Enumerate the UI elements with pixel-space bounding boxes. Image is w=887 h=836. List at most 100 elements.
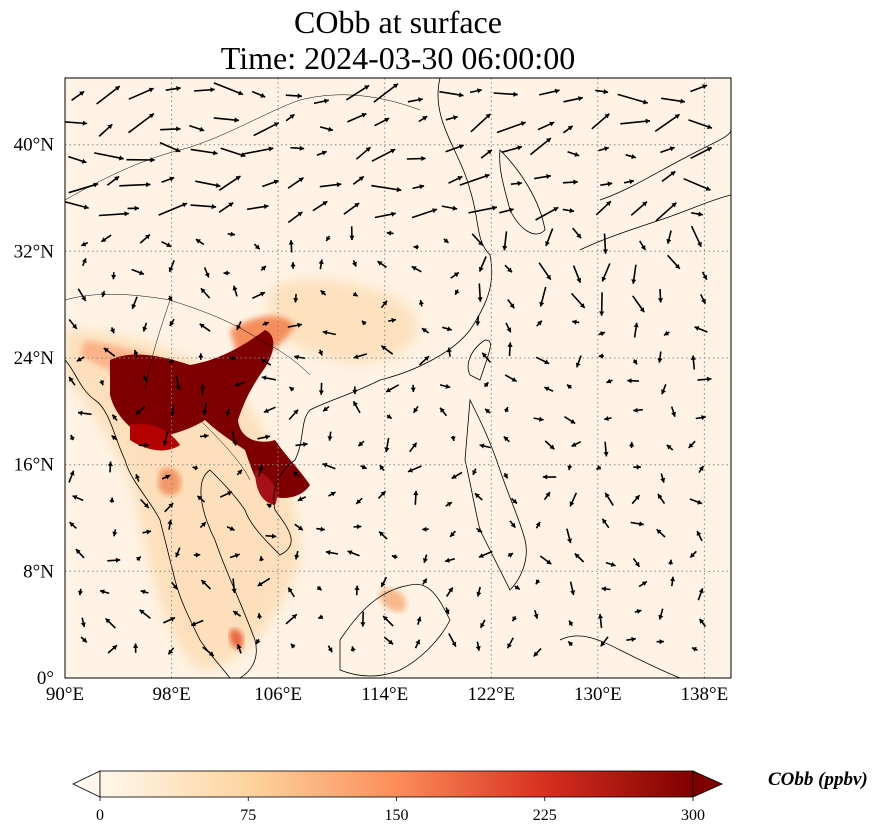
wind-arrow-head: [432, 208, 437, 214]
wind-arrow-head: [444, 609, 450, 615]
wind-arrow-head: [478, 553, 484, 558]
wind-arrow-head: [538, 416, 544, 422]
wind-arrow-head: [72, 323, 77, 329]
wind-arrow-head: [604, 113, 610, 119]
colorbar-tick-label: 300: [681, 807, 705, 824]
wind-arrow-head: [452, 205, 458, 211]
wind-arrow-head: [167, 519, 173, 525]
wind-arrow-head: [273, 122, 279, 127]
wind-arrow-head: [571, 442, 577, 447]
wind-arrow-head: [235, 176, 241, 181]
wind-arrow-head: [69, 377, 74, 382]
colorbar-max-extend: [692, 770, 723, 798]
wind-arrow-head: [670, 576, 676, 582]
wind-arrow-head: [600, 641, 606, 647]
cobb-field: [65, 279, 418, 670]
wind-arrow-head: [383, 616, 388, 621]
wind-arrow-head: [666, 444, 672, 450]
wind-arrow-head: [610, 562, 616, 567]
wind-arrow-head: [657, 358, 663, 363]
wind-arrow-head: [133, 643, 139, 648]
wind-arrow-head: [553, 207, 559, 212]
wind-arrow-head: [476, 591, 482, 597]
wind-arrow-head: [514, 584, 520, 590]
wind-arrow-head: [238, 90, 243, 96]
wind-arrow-shaft: [128, 112, 155, 134]
wind-arrow-head: [600, 331, 605, 337]
wind-arrow-head: [291, 614, 297, 620]
wind-arrow-head: [574, 553, 580, 559]
wind-arrow-head: [260, 92, 266, 98]
wind-arrow-head: [99, 380, 104, 386]
wind-arrow-head: [455, 289, 460, 295]
wind-arrow-head: [257, 613, 263, 618]
wind-arrow-head: [542, 474, 548, 480]
wind-arrow-head: [197, 495, 203, 501]
wind-arrow-head: [381, 345, 387, 351]
lon-tick-label: 98°E: [152, 684, 190, 705]
lon-tick-label: 90°E: [46, 684, 84, 705]
wind-arrow-head: [386, 414, 392, 419]
wind-arrow-head: [422, 558, 428, 563]
wind-arrow-shaft: [468, 206, 498, 214]
wind-arrow-head: [200, 288, 206, 294]
wind-arrow-head: [101, 292, 107, 297]
wind-arrow-head: [475, 646, 481, 651]
wind-arrow-head: [176, 126, 181, 132]
wind-arrow-head: [72, 495, 78, 500]
wind-arrow-head: [234, 117, 239, 123]
wind-arrow-head: [384, 447, 390, 452]
wind-arrow-head: [706, 147, 712, 152]
wind-arrow-head: [201, 580, 207, 585]
wind-arrow-head: [361, 112, 367, 118]
wind-arrow-head: [671, 411, 676, 417]
wind-arrow-shaft: [119, 183, 151, 187]
borneo-coast: [339, 583, 451, 677]
wind-arrow-head: [80, 622, 86, 627]
lat-tick-label: 24°N: [14, 348, 55, 369]
wind-arrow-head: [230, 231, 235, 237]
wind-arrow-head: [195, 552, 201, 558]
wind-arrow-head: [114, 176, 120, 181]
western-coast: [65, 359, 231, 678]
wind-arrow-head: [632, 359, 637, 365]
wind-arrow-head: [377, 261, 383, 266]
wind-arrow-head: [350, 646, 356, 652]
wind-arrow-head: [696, 531, 702, 536]
wind-arrow-head: [271, 533, 277, 539]
wind-arrow-head: [202, 410, 208, 415]
wind-arrow-head: [633, 407, 638, 413]
wind-arrow-head: [601, 586, 607, 592]
wind-arrow-head: [200, 384, 206, 389]
wind-arrow-head: [568, 641, 574, 647]
wind-arrow-head: [641, 581, 647, 586]
wind-arrow-head: [134, 205, 139, 211]
wind-arrow-head: [328, 126, 333, 132]
wind-arrow-shaft: [345, 84, 370, 101]
wind-arrow-shaft: [373, 83, 399, 103]
wind-arrow-head: [639, 307, 645, 313]
wind-arrow-head: [508, 553, 513, 558]
wind-arrow-head: [483, 382, 489, 388]
wind-arrow-shaft: [654, 113, 681, 133]
wind-arrow-head: [168, 503, 174, 508]
wind-arrow-head: [418, 300, 424, 305]
wind-arrow-head: [569, 501, 575, 507]
wind-arrow-shaft: [529, 137, 552, 156]
wind-arrow-head: [702, 84, 708, 90]
wind-arrow-head: [570, 590, 576, 596]
wind-arrow-head: [78, 410, 83, 416]
wind-arrow-head: [475, 321, 481, 326]
wind-arrow-head: [288, 240, 294, 245]
colorbar: 0 75 150 225 300: [72, 770, 723, 824]
wind-arrow-head: [192, 465, 198, 471]
wind-arrow-head: [143, 503, 149, 508]
map-frame: [64, 77, 732, 679]
wind-arrow-head: [79, 91, 85, 96]
wind-arrow-head: [631, 636, 636, 642]
wind-arrow-head: [263, 408, 269, 413]
wind-arrow-head: [254, 244, 260, 250]
wind-arrow-head: [107, 461, 113, 466]
wind-arrow-head: [169, 320, 175, 326]
china-border: [65, 294, 311, 376]
